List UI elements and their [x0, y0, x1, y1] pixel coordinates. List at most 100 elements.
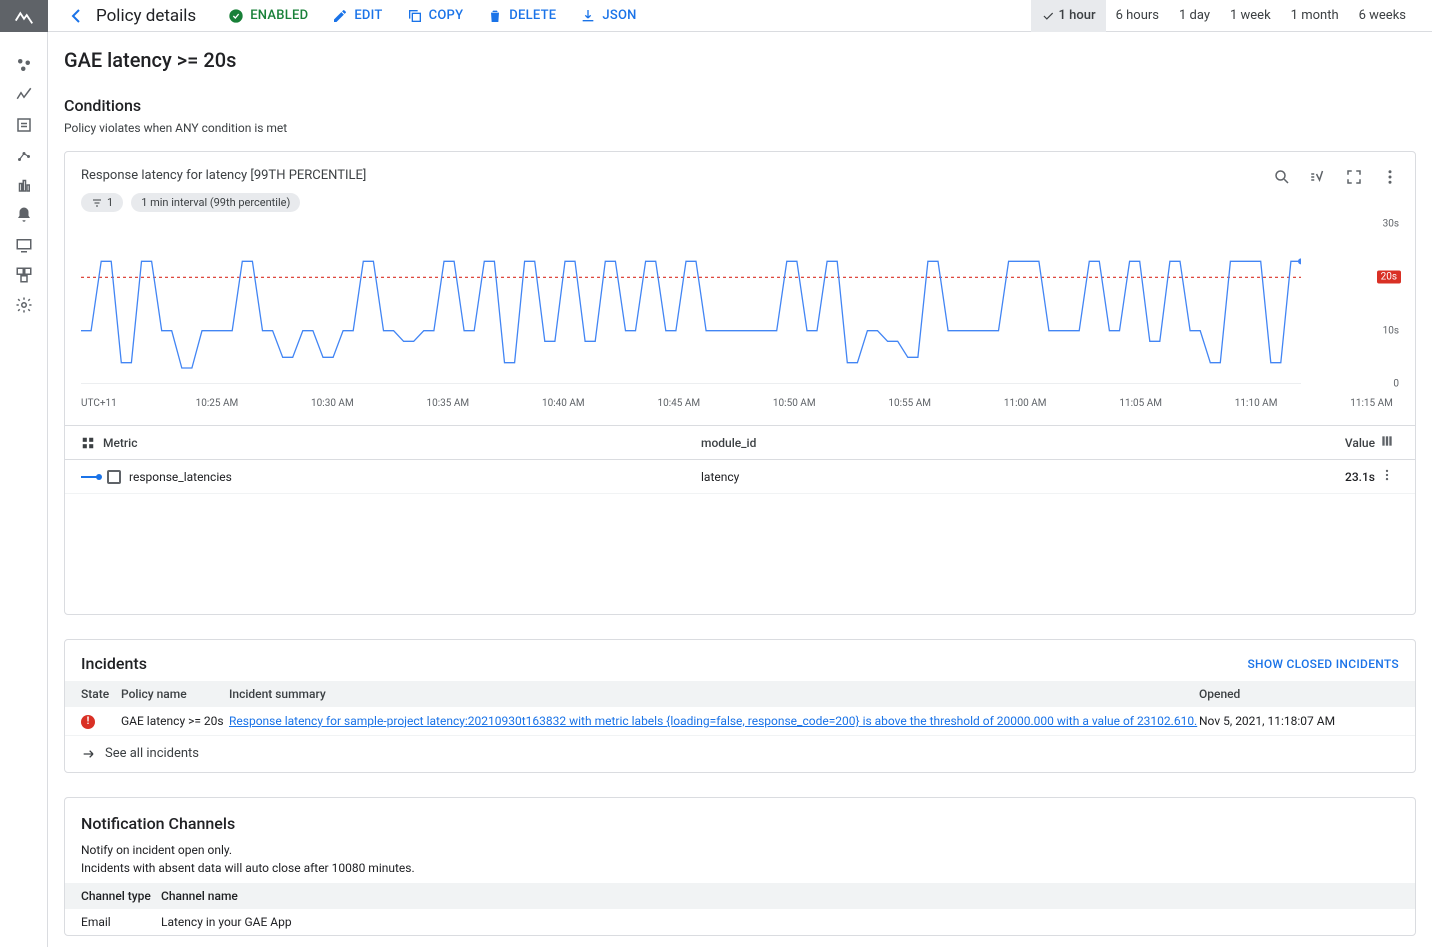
json-button[interactable]: JSON	[580, 8, 636, 24]
groups-icon[interactable]	[8, 260, 40, 290]
range-tab-1-day[interactable]: 1 day	[1169, 0, 1220, 32]
chart-fullscreen-icon[interactable]	[1345, 168, 1363, 186]
notification-title: Notification Channels	[81, 814, 1399, 833]
legend-row[interactable]: response_latencies latency23.1s	[65, 460, 1415, 494]
topbar: Policy details Enabled Edit Copy Delete …	[48, 0, 1432, 32]
left-nav-rail	[0, 0, 48, 947]
legend-col-metric: Metric	[103, 436, 137, 450]
col-opened: Opened	[1199, 687, 1399, 701]
col-summary: Incident summary	[229, 687, 1199, 701]
x-tick: 10:40 AM	[542, 398, 585, 409]
metrics-explorer-icon[interactable]	[8, 140, 40, 170]
services-icon[interactable]	[8, 110, 40, 140]
series-swatch	[81, 476, 99, 478]
notification-line1: Notify on incident open only.	[81, 843, 1399, 857]
series-checkbox[interactable]	[107, 470, 121, 484]
series-more-icon[interactable]	[1375, 468, 1399, 485]
delete-label: Delete	[509, 8, 556, 23]
chart-legend-icon[interactable]	[1309, 168, 1327, 186]
conditions-title: Conditions	[64, 96, 1416, 115]
incidents-table-header: State Policy name Incident summary Opene…	[65, 681, 1415, 707]
x-tick: 11:05 AM	[1119, 398, 1162, 409]
x-tick: 10:25 AM	[196, 398, 239, 409]
chart-title: Response latency for latency [99TH PERCE…	[81, 168, 1399, 183]
x-axis: UTC+1110:25 AM10:30 AM10:35 AM10:40 AM10…	[81, 398, 1399, 409]
page-title: GAE latency >= 20s	[64, 48, 1416, 72]
see-all-label: See all incidents	[105, 746, 199, 761]
legend-col-module: module_id	[701, 436, 1305, 450]
delete-button[interactable]: Delete	[487, 8, 556, 24]
series-module: latency	[701, 470, 1305, 484]
conditions-subtitle: Policy violates when ANY condition is me…	[64, 121, 1416, 135]
x-tick: 10:55 AM	[888, 398, 931, 409]
range-tab-6-hours[interactable]: 6 hours	[1106, 0, 1169, 32]
incident-opened: Nov 5, 2021, 11:18:07 AM	[1199, 714, 1399, 728]
range-tab-1-month[interactable]: 1 month	[1281, 0, 1349, 32]
chart-toolbar	[1273, 168, 1399, 186]
chart-more-icon[interactable]	[1381, 168, 1399, 186]
notification-row: EmailLatency in your GAE App	[65, 909, 1415, 935]
threshold-badge: 20s	[1377, 271, 1401, 284]
topbar-title: Policy details	[96, 6, 196, 26]
series-name: response_latencies	[129, 470, 232, 484]
y-tick: 30s	[1383, 219, 1399, 230]
x-tick: 10:50 AM	[773, 398, 816, 409]
see-all-incidents[interactable]: See all incidents	[65, 735, 1415, 772]
col-channel-type: Channel type	[81, 889, 161, 903]
chart-interval-label: 1 min interval (99th percentile)	[141, 196, 290, 209]
col-channel-name: Channel name	[161, 889, 1399, 903]
edit-label: Edit	[354, 8, 382, 23]
incidents-card: Incidents SHOW CLOSED INCIDENTS State Po…	[64, 639, 1416, 773]
chart-interval-chip[interactable]: 1 min interval (99th percentile)	[131, 193, 300, 212]
dashboards-icon[interactable]	[8, 80, 40, 110]
back-button[interactable]	[64, 4, 88, 28]
chart-card: Response latency for latency [99TH PERCE…	[64, 151, 1416, 615]
notification-card: Notification Channels Notify on incident…	[64, 797, 1416, 936]
edit-button[interactable]: Edit	[332, 8, 382, 24]
enabled-toggle[interactable]: Enabled	[228, 8, 308, 24]
y-tick: 0	[1393, 379, 1399, 390]
series-value: 23.1s	[1305, 470, 1375, 484]
notification-icon[interactable]	[8, 200, 40, 230]
chart-zoom-icon[interactable]	[1273, 168, 1291, 186]
incident-row: ! GAE latency >= 20sResponse latency for …	[65, 707, 1415, 735]
json-label: JSON	[602, 8, 636, 23]
x-tick: 10:35 AM	[427, 398, 470, 409]
incident-policy: GAE latency >= 20s	[121, 714, 229, 728]
x-tick: 11:10 AM	[1235, 398, 1278, 409]
overview-icon[interactable]	[8, 50, 40, 80]
range-tab-1-week[interactable]: 1 week	[1220, 0, 1281, 32]
time-range-tabs: 1 hour6 hours1 day1 week1 month6 weeks	[1031, 0, 1416, 32]
show-closed-button[interactable]: SHOW CLOSED INCIDENTS	[1247, 657, 1399, 671]
x-tick: 10:45 AM	[657, 398, 700, 409]
legend-col-value: Value	[1305, 436, 1375, 450]
chart-area[interactable]: 30s10s0 20s	[81, 224, 1399, 394]
y-axis: 30s10s0	[1369, 224, 1399, 384]
x-tick: 10:30 AM	[311, 398, 354, 409]
uptime-icon[interactable]	[8, 230, 40, 260]
incidents-title: Incidents	[81, 654, 147, 673]
chart-filter-value: 1	[107, 196, 113, 209]
x-tick: 11:00 AM	[1004, 398, 1047, 409]
alerting-icon[interactable]	[8, 170, 40, 200]
chart-filter-chip[interactable]: 1	[81, 193, 123, 212]
range-tab-1-hour[interactable]: 1 hour	[1031, 0, 1106, 32]
main-panel: Policy details Enabled Edit Copy Delete …	[48, 0, 1432, 947]
incident-state-icon: !	[81, 715, 95, 729]
col-policy: Policy name	[121, 687, 229, 701]
copy-label: Copy	[429, 8, 464, 23]
copy-button[interactable]: Copy	[407, 8, 464, 24]
notification-line2: Incidents with absent data will auto clo…	[81, 861, 1399, 875]
incident-summary-link[interactable]: Response latency for sample-project late…	[229, 714, 1197, 728]
channel-name: Latency in your GAE App	[161, 915, 1399, 929]
monitoring-logo[interactable]	[0, 0, 48, 32]
range-tab-6-weeks[interactable]: 6 weeks	[1349, 0, 1416, 32]
settings-icon[interactable]	[8, 290, 40, 320]
legend-header: Metric module_id Value	[65, 425, 1415, 460]
col-state: State	[81, 687, 121, 701]
y-tick: 10s	[1383, 325, 1399, 336]
notification-table-header: Channel type Channel name	[65, 883, 1415, 909]
enabled-label: Enabled	[250, 8, 308, 23]
channel-type: Email	[81, 915, 161, 929]
topbar-actions: Enabled Edit Copy Delete JSON	[228, 8, 636, 24]
